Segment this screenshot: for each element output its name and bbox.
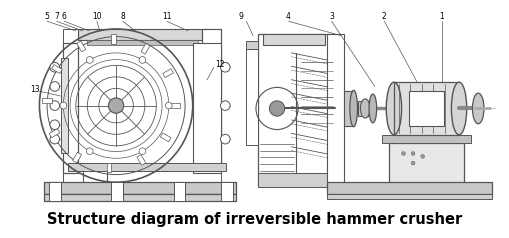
Bar <box>49 182 61 201</box>
Bar <box>393 82 458 135</box>
Circle shape <box>220 62 230 72</box>
Bar <box>221 182 233 201</box>
Bar <box>77 29 207 40</box>
Circle shape <box>139 148 146 154</box>
Bar <box>44 182 235 194</box>
Circle shape <box>220 134 230 144</box>
Circle shape <box>108 98 124 113</box>
Circle shape <box>50 62 60 72</box>
Bar <box>136 155 146 165</box>
Text: 4: 4 <box>286 12 291 21</box>
Text: 13.: 13. <box>30 85 42 94</box>
Bar <box>326 34 344 187</box>
Bar <box>408 91 443 126</box>
Ellipse shape <box>450 82 466 135</box>
Bar <box>246 41 258 49</box>
Bar <box>87 40 197 45</box>
Circle shape <box>86 148 93 154</box>
Bar <box>388 143 463 186</box>
Circle shape <box>401 152 405 155</box>
Text: 2: 2 <box>381 12 386 21</box>
Circle shape <box>50 134 60 144</box>
Circle shape <box>165 102 172 109</box>
Circle shape <box>220 101 230 110</box>
Text: 9: 9 <box>238 12 243 21</box>
Bar <box>202 29 221 171</box>
Ellipse shape <box>349 90 357 127</box>
Circle shape <box>410 152 414 155</box>
Bar <box>171 103 180 108</box>
Bar <box>192 43 221 173</box>
Bar <box>344 91 353 126</box>
Bar <box>49 129 60 138</box>
Text: 5: 5 <box>45 12 49 21</box>
Bar <box>246 49 258 145</box>
Circle shape <box>420 154 424 158</box>
Circle shape <box>86 57 93 63</box>
Bar <box>63 29 221 184</box>
Ellipse shape <box>471 93 483 124</box>
Bar <box>51 64 62 74</box>
Text: 10: 10 <box>92 12 101 21</box>
Bar <box>140 44 150 54</box>
Circle shape <box>139 57 146 63</box>
Bar <box>357 101 372 116</box>
Circle shape <box>50 101 60 110</box>
Bar <box>63 43 77 173</box>
Text: 7: 7 <box>54 12 59 21</box>
Circle shape <box>50 120 60 129</box>
Bar <box>111 34 116 44</box>
Bar <box>44 194 235 201</box>
Bar <box>326 194 491 199</box>
Circle shape <box>50 82 60 91</box>
Bar <box>393 82 458 135</box>
Text: Structure diagram of irreversible hammer crusher: Structure diagram of irreversible hammer… <box>47 212 462 227</box>
Circle shape <box>410 161 414 165</box>
Ellipse shape <box>369 94 376 123</box>
Bar <box>106 163 111 172</box>
Bar <box>326 182 491 194</box>
Ellipse shape <box>385 82 401 135</box>
Text: 8: 8 <box>120 12 125 21</box>
Circle shape <box>60 102 67 109</box>
Bar <box>258 173 334 187</box>
Circle shape <box>269 101 284 116</box>
Bar <box>63 43 77 173</box>
Bar <box>111 182 123 201</box>
Bar <box>61 58 68 154</box>
Bar <box>202 29 221 171</box>
Bar <box>382 135 470 143</box>
Bar <box>162 69 173 78</box>
Bar <box>258 34 334 185</box>
Text: 12: 12 <box>214 60 224 69</box>
Text: 3: 3 <box>329 12 333 21</box>
Bar <box>68 163 226 171</box>
Bar <box>77 41 86 52</box>
Bar <box>173 182 185 201</box>
Bar <box>160 133 171 142</box>
Text: 6: 6 <box>62 12 67 21</box>
Ellipse shape <box>360 99 369 118</box>
Text: 11: 11 <box>162 12 171 21</box>
Bar <box>72 152 81 163</box>
Bar <box>42 98 52 103</box>
Text: 1: 1 <box>439 12 443 21</box>
Bar <box>262 34 324 45</box>
